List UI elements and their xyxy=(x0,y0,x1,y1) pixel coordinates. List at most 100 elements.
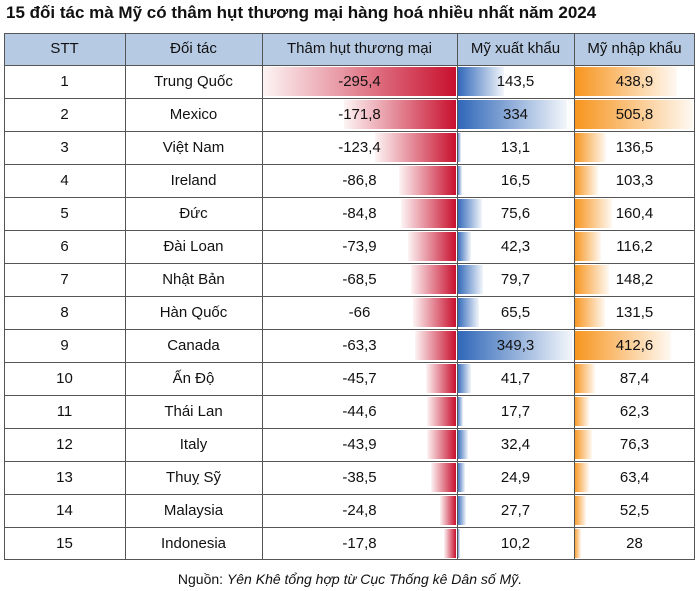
cell-import: 160,4 xyxy=(574,197,695,230)
export-bar xyxy=(457,529,461,558)
export-value: 16,5 xyxy=(500,172,531,189)
deficit-value: -66 xyxy=(348,304,371,321)
deficit-bar xyxy=(375,133,456,162)
deficit-value: -171,8 xyxy=(338,106,381,123)
chart-title: 15 đối tác mà Mỹ có thâm hụt thương mại … xyxy=(6,3,597,22)
import-value: 62,3 xyxy=(619,403,650,420)
partner-value: Hàn Quốc xyxy=(159,304,228,321)
export-bar xyxy=(457,331,572,360)
cell-import: 63,4 xyxy=(574,461,695,494)
import-value: 148,2 xyxy=(615,271,654,288)
grid-hline xyxy=(4,494,695,495)
deficit-bar xyxy=(411,265,456,294)
grid-hline xyxy=(4,461,695,462)
export-value: 41,7 xyxy=(500,370,531,387)
cell-export: 41,7 xyxy=(457,362,574,395)
cell-partner: Indonesia xyxy=(125,527,262,560)
export-bar xyxy=(457,100,567,129)
export-value: 27,7 xyxy=(500,502,531,519)
header-deficit: Thâm hụt thương mại xyxy=(262,33,457,65)
import-bar xyxy=(574,364,595,393)
export-value: 79,7 xyxy=(500,271,531,288)
cell-partner: Canada xyxy=(125,329,262,362)
deficit-bar xyxy=(426,364,456,393)
import-bar xyxy=(574,331,672,360)
import-value: 131,5 xyxy=(615,304,654,321)
partner-value: Italy xyxy=(179,436,208,453)
cell-export: 349,3 xyxy=(457,329,574,362)
grid-hline xyxy=(4,263,695,264)
deficit-value: -44,6 xyxy=(342,403,377,420)
partner-value: Thuỵ Sỹ xyxy=(165,469,222,486)
table-row: 14 Malaysia -24,8 27,7 52,5 xyxy=(4,494,695,527)
deficit-value: -17,8 xyxy=(342,535,377,552)
table-row: 12 Italy -43,9 32,4 76,3 xyxy=(4,428,695,461)
cell-partner: Ấn Độ xyxy=(125,362,262,395)
import-value: 160,4 xyxy=(615,205,654,222)
stt-value: 4 xyxy=(60,172,69,189)
partner-value: Ấn Độ xyxy=(172,370,215,387)
partner-value: Trung Quốc xyxy=(154,73,233,90)
cell-import: 76,3 xyxy=(574,428,695,461)
cell-deficit: -45,7 xyxy=(262,362,457,395)
deficit-bar xyxy=(426,397,456,426)
export-value: 349,3 xyxy=(496,337,535,354)
import-bar xyxy=(574,166,599,195)
source-note: Nguồn: Yên Khê tổng hợp từ Cục Thống kê … xyxy=(0,571,700,587)
cell-partner: Italy xyxy=(125,428,262,461)
deficit-value: -295,4 xyxy=(338,73,381,90)
partner-value: Thái Lan xyxy=(164,403,223,420)
partner-value: Việt Nam xyxy=(162,139,225,156)
table-row: 15 Indonesia -17,8 10,2 28 xyxy=(4,527,695,560)
table-row: 6 Đài Loan -73,9 42,3 116,2 xyxy=(4,230,695,263)
cell-export: 10,2 xyxy=(457,527,574,560)
export-value: 24,9 xyxy=(500,469,531,486)
import-value: 28 xyxy=(626,535,643,552)
cell-import: 148,2 xyxy=(574,263,695,296)
import-bar xyxy=(574,430,592,459)
export-value: 13,1 xyxy=(500,139,531,156)
cell-stt: 5 xyxy=(4,197,125,230)
cell-import: 136,5 xyxy=(574,131,695,164)
import-value: 63,4 xyxy=(619,469,650,486)
export-bar xyxy=(457,496,467,525)
cell-export: 79,7 xyxy=(457,263,574,296)
cell-import: 103,3 xyxy=(574,164,695,197)
cell-stt: 4 xyxy=(4,164,125,197)
cell-export: 13,1 xyxy=(457,131,574,164)
deficit-bar xyxy=(439,496,456,525)
grid-hline xyxy=(4,197,695,198)
cell-stt: 7 xyxy=(4,263,125,296)
cell-partner: Mexico xyxy=(125,98,262,131)
export-bar xyxy=(457,463,466,492)
cell-deficit: -123,4 xyxy=(262,131,457,164)
import-bar xyxy=(574,133,607,162)
table-row: 4 Ireland -86,8 16,5 103,3 xyxy=(4,164,695,197)
cell-import: 52,5 xyxy=(574,494,695,527)
cell-partner: Thuỵ Sỹ xyxy=(125,461,262,494)
deficit-bar xyxy=(343,100,456,129)
export-bar xyxy=(457,133,462,162)
cell-export: 17,7 xyxy=(457,395,574,428)
cell-stt: 12 xyxy=(4,428,125,461)
deficit-value: -43,9 xyxy=(342,436,377,453)
cell-deficit: -17,8 xyxy=(262,527,457,560)
cell-export: 143,5 xyxy=(457,65,574,98)
cell-deficit: -84,8 xyxy=(262,197,457,230)
stt-value: 10 xyxy=(56,370,73,387)
table-row: 11 Thái Lan -44,6 17,7 62,3 xyxy=(4,395,695,428)
cell-deficit: -73,9 xyxy=(262,230,457,263)
import-value: 412,6 xyxy=(615,337,654,354)
deficit-value: -86,8 xyxy=(342,172,377,189)
export-bar xyxy=(457,265,484,294)
stt-value: 2 xyxy=(60,106,69,123)
stt-value: 3 xyxy=(60,139,69,156)
cell-import: 412,6 xyxy=(574,329,695,362)
stt-value: 12 xyxy=(56,436,73,453)
import-bar xyxy=(574,100,693,129)
cell-deficit: -171,8 xyxy=(262,98,457,131)
header-import: Mỹ nhập khẩu xyxy=(574,33,695,65)
import-value: 76,3 xyxy=(619,436,650,453)
cell-partner: Đức xyxy=(125,197,262,230)
grid-hline xyxy=(4,428,695,429)
